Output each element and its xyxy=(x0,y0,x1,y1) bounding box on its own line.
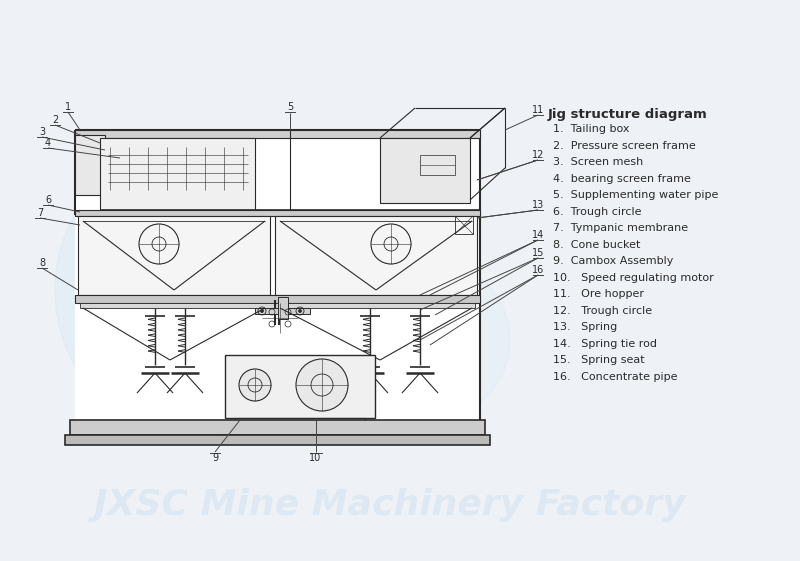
Text: 4: 4 xyxy=(45,138,51,148)
Bar xyxy=(75,295,480,303)
Circle shape xyxy=(55,135,365,445)
Bar xyxy=(278,297,288,319)
Bar xyxy=(100,138,255,213)
Circle shape xyxy=(350,260,510,420)
Bar xyxy=(455,216,473,234)
Bar xyxy=(75,210,480,216)
Text: 11.   Ore hopper: 11. Ore hopper xyxy=(553,289,644,299)
Text: 14.   Spring tie rod: 14. Spring tie rod xyxy=(553,338,657,348)
Text: 16: 16 xyxy=(532,265,544,275)
Bar xyxy=(255,308,310,314)
Text: 8: 8 xyxy=(39,258,45,268)
Bar xyxy=(75,130,480,435)
Text: 1.  Tailing box: 1. Tailing box xyxy=(553,124,630,134)
Bar xyxy=(80,303,475,308)
Text: 15.   Spring seat: 15. Spring seat xyxy=(553,355,645,365)
Text: 10.   Speed regulating motor: 10. Speed regulating motor xyxy=(553,273,714,283)
Text: 5: 5 xyxy=(287,102,293,112)
Bar xyxy=(225,355,375,418)
Text: 10: 10 xyxy=(309,453,321,463)
Text: Jig structure diagram: Jig structure diagram xyxy=(548,108,708,121)
Text: 7.  Tympanic membrane: 7. Tympanic membrane xyxy=(553,223,688,233)
Text: 8.  Cone bucket: 8. Cone bucket xyxy=(553,240,640,250)
Text: 9.  Cambox Assembly: 9. Cambox Assembly xyxy=(553,256,674,266)
Text: 9: 9 xyxy=(212,453,218,463)
Text: 7: 7 xyxy=(37,208,43,218)
Text: 12: 12 xyxy=(532,150,544,160)
Bar xyxy=(75,135,105,195)
Text: 6: 6 xyxy=(45,195,51,205)
Bar xyxy=(235,418,365,428)
Text: 13: 13 xyxy=(532,200,544,210)
Bar xyxy=(70,420,485,435)
Text: 3.  Screen mesh: 3. Screen mesh xyxy=(553,157,643,167)
Circle shape xyxy=(296,359,348,411)
Text: 1: 1 xyxy=(65,102,71,112)
Text: 12.   Trough circle: 12. Trough circle xyxy=(553,306,652,315)
Circle shape xyxy=(261,310,263,312)
Bar xyxy=(78,216,270,295)
Text: 13.   Spring: 13. Spring xyxy=(553,322,618,332)
Text: JXSC Mine Machinery Factory: JXSC Mine Machinery Factory xyxy=(94,488,686,522)
Text: 2.  Pressure screen frame: 2. Pressure screen frame xyxy=(553,140,696,150)
Text: 11: 11 xyxy=(532,105,544,115)
Text: 16.   Concentrate pipe: 16. Concentrate pipe xyxy=(553,371,678,381)
Bar xyxy=(420,155,455,175)
Text: 14: 14 xyxy=(532,230,544,240)
Text: 4.  bearing screen frame: 4. bearing screen frame xyxy=(553,173,691,183)
Text: 15: 15 xyxy=(532,248,544,258)
Bar xyxy=(65,435,490,445)
Text: 6.  Trough circle: 6. Trough circle xyxy=(553,206,642,217)
Bar xyxy=(380,138,470,203)
Bar xyxy=(75,130,480,138)
Text: 5.  Supplementing water pipe: 5. Supplementing water pipe xyxy=(553,190,718,200)
Bar xyxy=(275,216,477,295)
Circle shape xyxy=(298,310,302,312)
Circle shape xyxy=(239,369,271,401)
Text: 2: 2 xyxy=(52,115,58,125)
Text: 3: 3 xyxy=(39,127,45,137)
